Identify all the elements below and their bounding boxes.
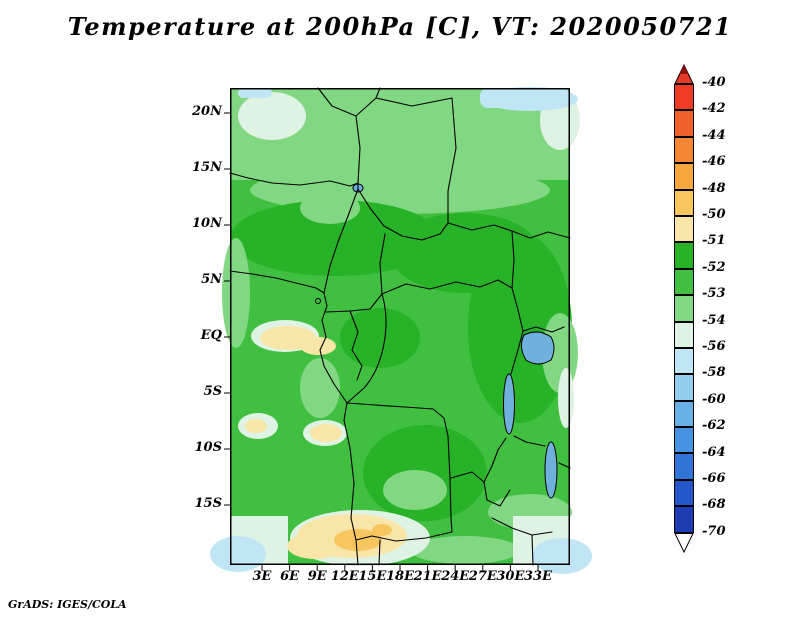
lat-tick-label: 5N [201,272,222,287]
lat-tick-label: 10S [194,440,222,455]
colorbar-segment [674,427,694,454]
colorbar-segment [674,400,694,428]
lon-tick-label: 6E [280,569,300,584]
colorbar-segment [674,84,694,111]
colorbar-up-arrow [674,64,694,84]
lat-tick-label: EQ [200,328,222,343]
lake-malawi [544,441,558,499]
temperature-shading [210,87,592,574]
map-frame [230,88,570,565]
lon-axis: 3E 6E 9E 12E 15E 18E 21E 24E 27E 30E 33E [230,569,570,587]
lon-tick-label: 18E [386,569,414,584]
lat-axis: 20N 15N 10N 5N EQ 5S 10S 15S [158,88,222,565]
colorbar-tick-label: -48 [702,180,726,196]
colorbar-segment [674,163,694,190]
colorbar-tick-label: -51 [702,233,726,249]
axis-ticks [224,112,539,571]
colorbar-tick-label: -60 [702,391,726,407]
lon-tick-label: 27E [468,569,497,584]
plot-title: Temperature at 200hPa [C], VT: 202005072… [67,12,733,41]
map-panel [210,87,592,574]
lon-tick-label: 24E [441,569,470,584]
colorbar-tick-label: -42 [702,101,726,117]
colorbar-segment [674,321,694,348]
colorbar-down-arrow [674,532,694,553]
colorbar-segment [674,110,694,137]
colorbar-tick-label: -70 [702,523,726,539]
lon-tick-label: 30E [496,569,525,584]
lon-tick-label: 3E [252,569,272,584]
colorbar-segment [674,136,694,164]
colorbar-tick-label: -53 [702,286,726,302]
colorbar-tick-label: -64 [702,444,726,460]
colorbar-segment [674,295,694,322]
credit-text: GrADS: IGES/COLA [8,598,127,611]
lon-tick-label: 15E [358,569,387,584]
lat-tick-label: 5S [203,384,222,399]
lon-tick-label: 33E [524,569,552,584]
colorbar-tick-label: -62 [702,418,726,434]
colorbar-tick-label: -40 [702,75,726,90]
colorbar-tick-label: -50 [702,207,726,222]
colorbar-segment [674,453,694,480]
colorbar-segment [674,479,694,507]
colorbar-segment [674,242,694,269]
map-plot [210,87,592,574]
colorbar-segments [674,84,694,533]
lakes [352,183,558,499]
colorbar-tick-label: -68 [702,497,726,513]
colorbar-tick-label: -46 [702,154,726,170]
colorbar [674,64,694,553]
colorbar-segment [674,189,694,216]
country-borders [229,87,571,566]
colorbar-tick-label: -44 [702,127,726,143]
colorbar-tick-label: -66 [702,471,726,486]
lon-tick-label: 21E [413,569,442,584]
colorbar-segment [674,268,694,296]
colorbar-tick-label: -56 [702,339,726,354]
colorbar-segment [674,215,694,243]
colorbar-tick-label: -58 [702,365,726,381]
colorbar-tick-label: -52 [702,259,726,275]
bioko-island [315,298,321,304]
lat-tick-label: 15N [192,160,222,175]
colorbar-labels: -40 -42 -44 -46 -48 -50 -51 -52 -53 -54 -56 -58 -60 -… [702,64,746,569]
colorbar-segment [674,506,694,533]
lon-tick-label: 12E [330,569,359,584]
colorbar-segment [674,374,694,401]
lat-tick-label: 10N [192,216,222,231]
lake-tanganyika [503,373,515,435]
lon-tick-label: 9E [307,569,327,584]
colorbar-segment [674,347,694,375]
lake-victoria [520,331,555,365]
lat-tick-label: 20N [192,104,222,119]
colorbar-tick-label: -54 [702,312,726,328]
lat-tick-label: 15S [194,496,222,511]
